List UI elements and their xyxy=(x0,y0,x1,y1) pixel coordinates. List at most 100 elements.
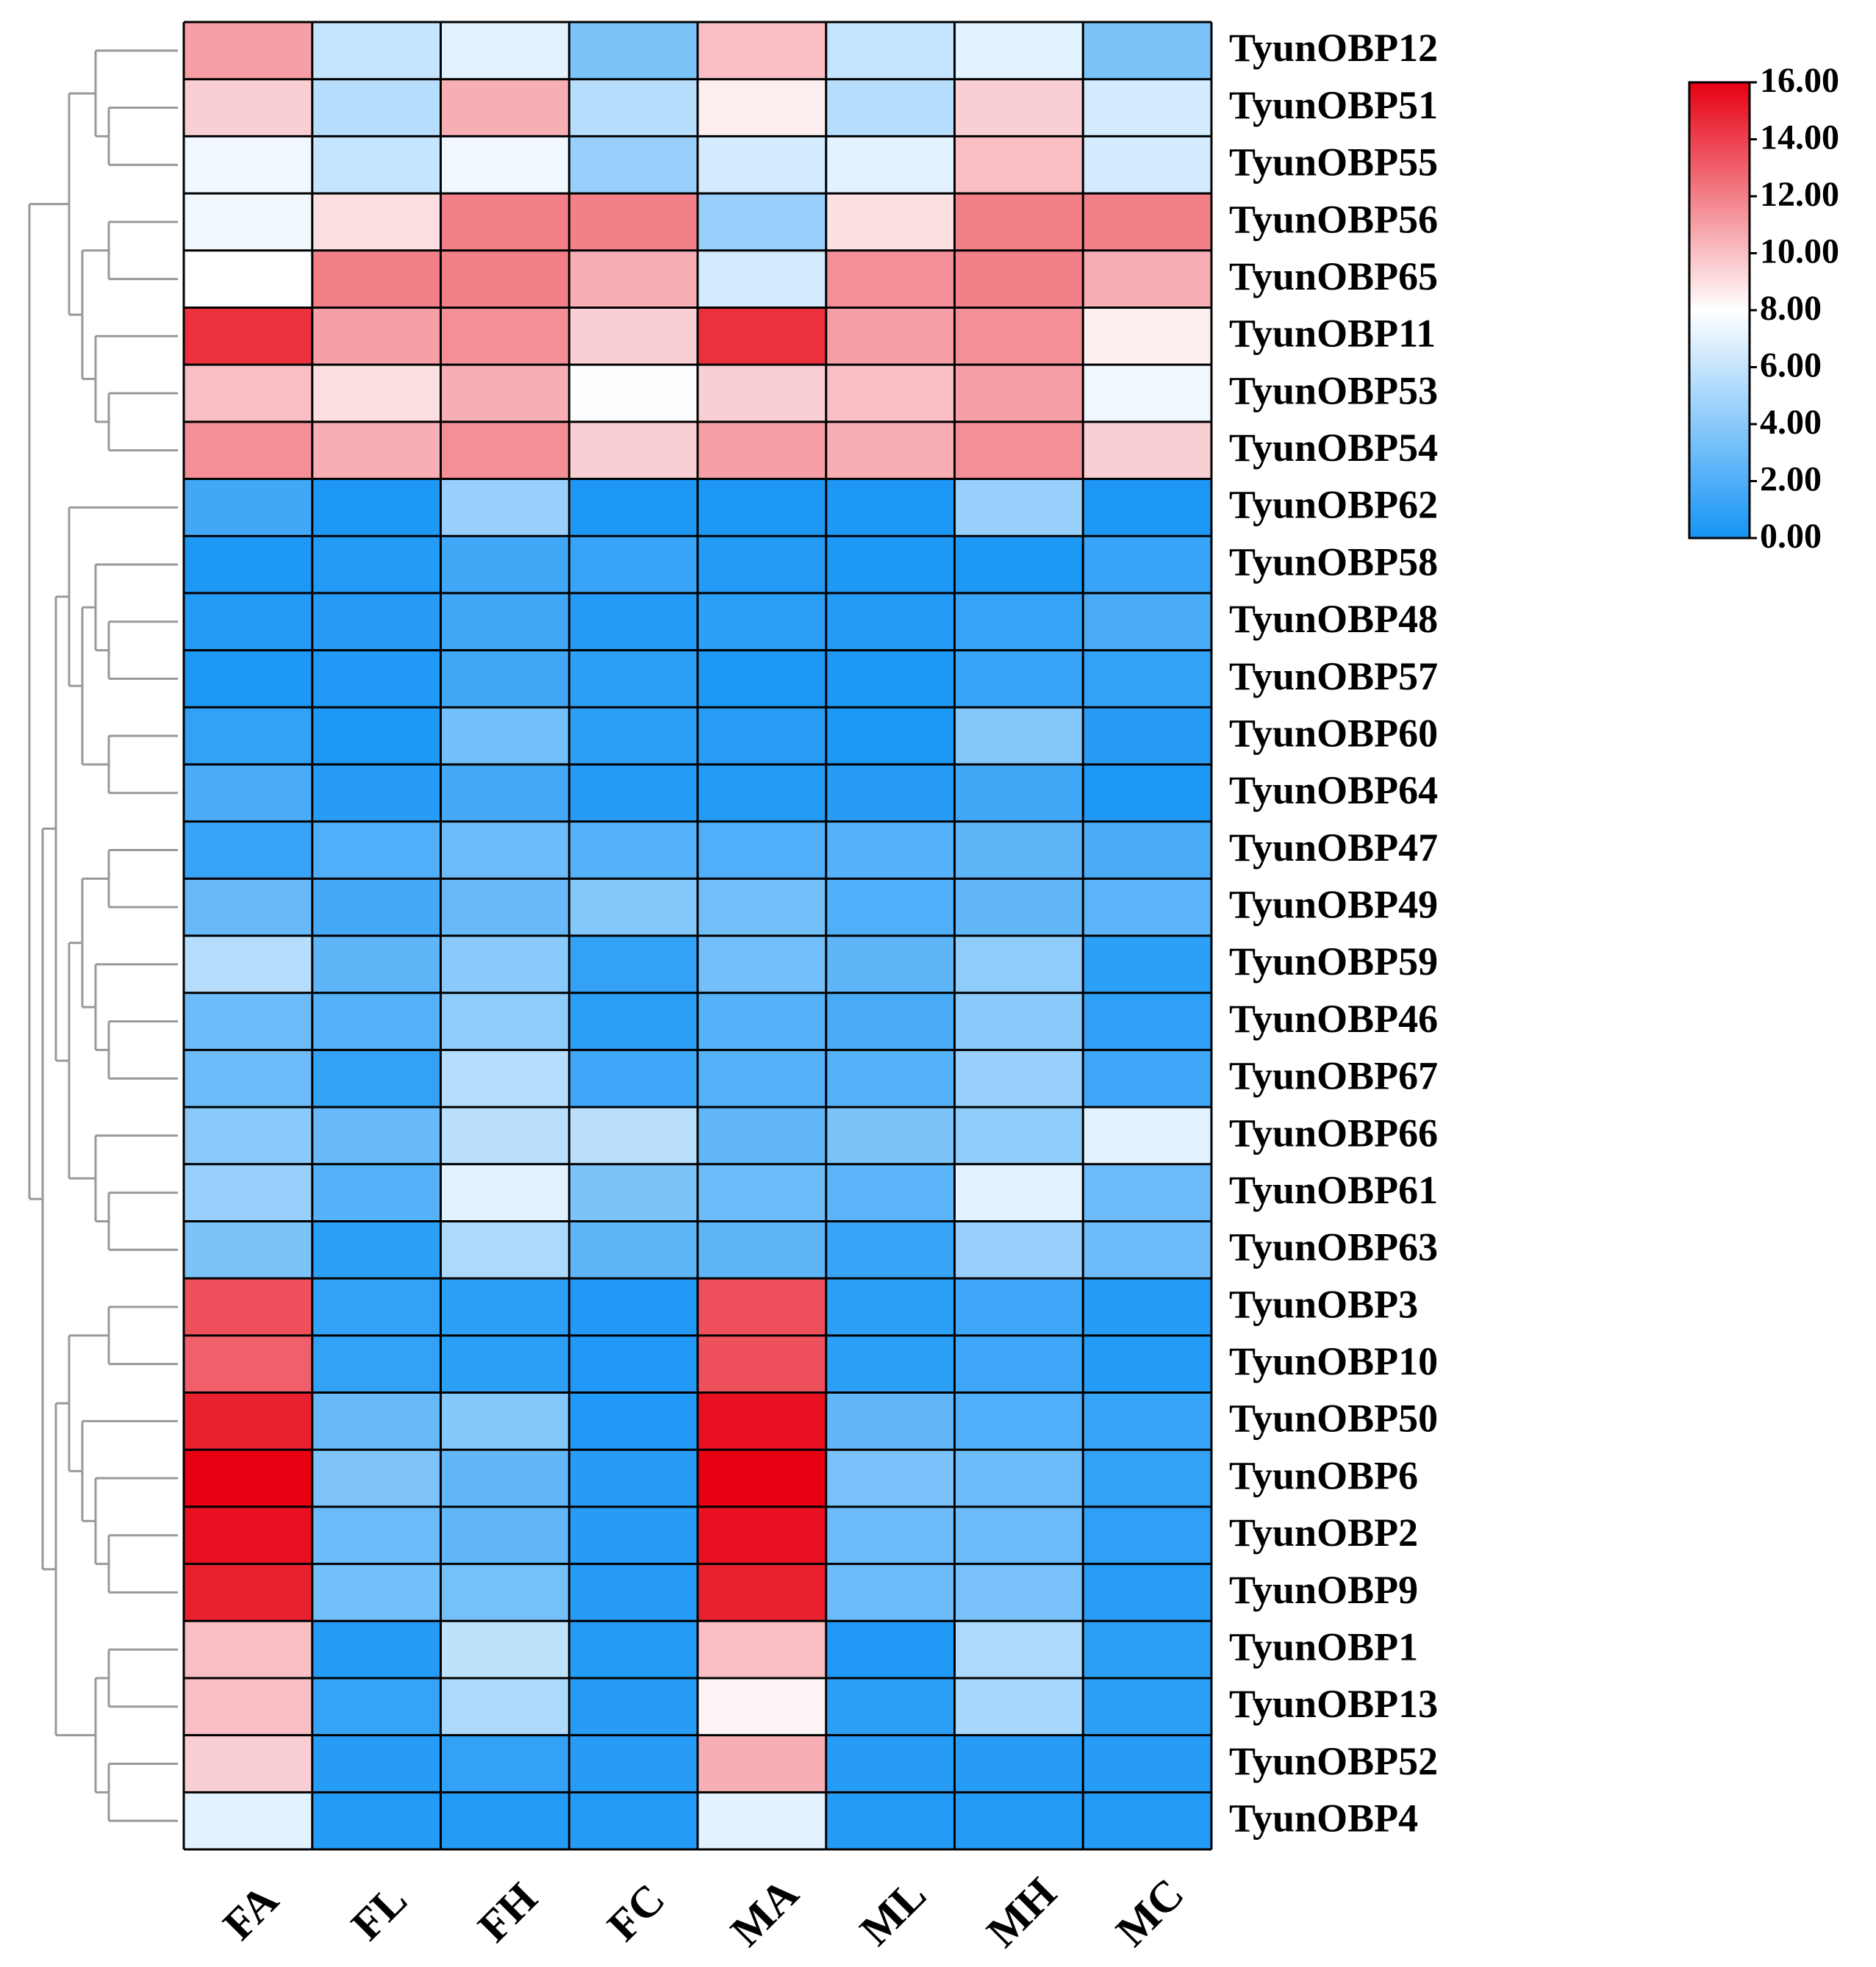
heatmap-cell-TyunOBP59-MH xyxy=(954,936,1084,994)
heatmap-cell-TyunOBP10-MC xyxy=(1083,1335,1212,1393)
heatmap-cell-TyunOBP1-MA xyxy=(698,1621,827,1679)
heatmap-cell-TyunOBP59-MA xyxy=(698,936,827,994)
heatmap-cell-TyunOBP61-ML xyxy=(826,1164,955,1222)
row-label: TyunOBP46 xyxy=(1229,997,1438,1041)
heatmap-cell-TyunOBP3-MC xyxy=(1083,1278,1212,1336)
heatmap-cell-TyunOBP58-FL xyxy=(312,536,441,594)
row-label: TyunOBP63 xyxy=(1229,1225,1438,1269)
row-label: TyunOBP12 xyxy=(1229,26,1438,70)
heatmap-cell-TyunOBP49-FH xyxy=(440,878,570,936)
heatmap-cell-TyunOBP51-MH xyxy=(954,79,1084,137)
heatmap-cell-TyunOBP13-ML xyxy=(826,1677,955,1736)
heatmap-cell-TyunOBP2-ML xyxy=(826,1506,955,1565)
row-label: TyunOBP3 xyxy=(1229,1282,1418,1326)
colorbar-tick-label: 2.00 xyxy=(1760,460,1822,499)
heatmap-cell-TyunOBP47-ML xyxy=(826,821,955,879)
heatmap-cell-TyunOBP52-FH xyxy=(440,1735,570,1793)
row-label: TyunOBP55 xyxy=(1229,140,1438,184)
row-label: TyunOBP54 xyxy=(1229,426,1438,470)
colorbar-tick-label: 8.00 xyxy=(1760,289,1822,328)
heatmap-cell-TyunOBP4-ML xyxy=(826,1792,955,1850)
heatmap-cell-TyunOBP61-FA xyxy=(184,1164,313,1222)
row-label: TyunOBP58 xyxy=(1229,540,1438,584)
heatmap-cell-TyunOBP66-MH xyxy=(954,1107,1084,1165)
heatmap-cell-TyunOBP9-FC xyxy=(569,1563,698,1622)
row-label: TyunOBP49 xyxy=(1229,883,1438,927)
heatmap-cell-TyunOBP58-MA xyxy=(698,536,827,594)
heatmap-cell-TyunOBP11-MC xyxy=(1083,307,1212,365)
heatmap-cell-TyunOBP63-ML xyxy=(826,1221,955,1279)
heatmap-cell-TyunOBP51-FL xyxy=(312,79,441,137)
heatmap-cell-TyunOBP10-ML xyxy=(826,1335,955,1393)
heatmap-cell-TyunOBP3-FL xyxy=(312,1278,441,1336)
heatmap-cell-TyunOBP57-FL xyxy=(312,650,441,708)
heatmap-cell-TyunOBP4-MC xyxy=(1083,1792,1212,1850)
heatmap-cell-TyunOBP58-MC xyxy=(1083,536,1212,594)
heatmap-cell-TyunOBP46-FC xyxy=(569,992,698,1050)
heatmap-cell-TyunOBP57-MC xyxy=(1083,650,1212,708)
heatmap-cell-TyunOBP6-FL xyxy=(312,1450,441,1508)
heatmap-cell-TyunOBP57-MA xyxy=(698,650,827,708)
heatmap-cell-TyunOBP59-FL xyxy=(312,936,441,994)
row-label: TyunOBP59 xyxy=(1229,939,1438,984)
heatmap-cell-TyunOBP52-FC xyxy=(569,1735,698,1793)
heatmap-cell-TyunOBP61-MA xyxy=(698,1164,827,1222)
heatmap-cell-TyunOBP49-MA xyxy=(698,878,827,936)
heatmap-cell-TyunOBP64-FA xyxy=(184,764,313,823)
colorbar-tick-label: 14.00 xyxy=(1760,118,1839,157)
heatmap-cell-TyunOBP11-FL xyxy=(312,307,441,365)
heatmap-cell-TyunOBP61-FL xyxy=(312,1164,441,1222)
heatmap-cell-TyunOBP51-FH xyxy=(440,79,570,137)
heatmap-cell-TyunOBP10-FL xyxy=(312,1335,441,1393)
heatmap-cell-TyunOBP56-MC xyxy=(1083,193,1212,251)
heatmap-cell-TyunOBP12-FH xyxy=(440,22,570,80)
heatmap-cell-TyunOBP60-FA xyxy=(184,707,313,765)
heatmap-cell-TyunOBP63-MC xyxy=(1083,1221,1212,1279)
heatmap-cell-TyunOBP3-MH xyxy=(954,1278,1084,1336)
heatmap-cell-TyunOBP57-FA xyxy=(184,650,313,708)
heatmap-cell-TyunOBP4-FA xyxy=(184,1792,313,1850)
row-label: TyunOBP4 xyxy=(1229,1796,1418,1841)
heatmap-cell-TyunOBP57-MH xyxy=(954,650,1084,708)
heatmap-cell-TyunOBP3-MA xyxy=(698,1278,827,1336)
heatmap-cell-TyunOBP52-MC xyxy=(1083,1735,1212,1793)
heatmap-cell-TyunOBP50-FH xyxy=(440,1392,570,1450)
heatmap-cell-TyunOBP52-MH xyxy=(954,1735,1084,1793)
heatmap-cell-TyunOBP1-FL xyxy=(312,1621,441,1679)
heatmap-cell-TyunOBP60-MA xyxy=(698,707,827,765)
row-label: TyunOBP2 xyxy=(1229,1511,1418,1555)
heatmap-cell-TyunOBP67-MC xyxy=(1083,1050,1212,1108)
heatmap-cell-TyunOBP66-FC xyxy=(569,1107,698,1165)
heatmap-cell-TyunOBP58-FH xyxy=(440,536,570,594)
heatmap-cell-TyunOBP62-FH xyxy=(440,479,570,537)
row-label: TyunOBP11 xyxy=(1229,312,1436,356)
heatmap-cell-TyunOBP50-FA xyxy=(184,1392,313,1450)
heatmap-cell-TyunOBP65-MA xyxy=(698,250,827,308)
heatmap-cell-TyunOBP51-FA xyxy=(184,79,313,137)
heatmap-cell-TyunOBP3-FA xyxy=(184,1278,313,1336)
heatmap-cell-TyunOBP63-FL xyxy=(312,1221,441,1279)
row-label: TyunOBP62 xyxy=(1229,483,1438,527)
heatmap-cell-TyunOBP9-FA xyxy=(184,1563,313,1622)
heatmap-cell-TyunOBP58-ML xyxy=(826,536,955,594)
row-dendrogram xyxy=(28,49,178,1822)
heatmap-cell-TyunOBP65-MC xyxy=(1083,250,1212,308)
heatmap-cell-TyunOBP53-MA xyxy=(698,365,827,423)
heatmap-cell-TyunOBP47-FC xyxy=(569,821,698,879)
heatmap-cell-TyunOBP10-FH xyxy=(440,1335,570,1393)
heatmap-cell-TyunOBP55-MH xyxy=(954,136,1084,194)
row-label: TyunOBP50 xyxy=(1229,1397,1438,1441)
heatmap-cell-TyunOBP59-FH xyxy=(440,936,570,994)
heatmap-cell-TyunOBP49-FA xyxy=(184,878,313,936)
heatmap-cell-TyunOBP49-ML xyxy=(826,878,955,936)
heatmap-cells xyxy=(184,22,1212,1850)
heatmap-cell-TyunOBP56-FL xyxy=(312,193,441,251)
heatmap-cell-TyunOBP61-MC xyxy=(1083,1164,1212,1222)
heatmap-cell-TyunOBP12-ML xyxy=(826,22,955,80)
heatmap-cell-TyunOBP10-FC xyxy=(569,1335,698,1393)
heatmap-cell-TyunOBP11-FA xyxy=(184,307,313,365)
heatmap-cell-TyunOBP62-MA xyxy=(698,479,827,537)
heatmap-cell-TyunOBP66-FA xyxy=(184,1107,313,1165)
heatmap-cell-TyunOBP49-FL xyxy=(312,878,441,936)
